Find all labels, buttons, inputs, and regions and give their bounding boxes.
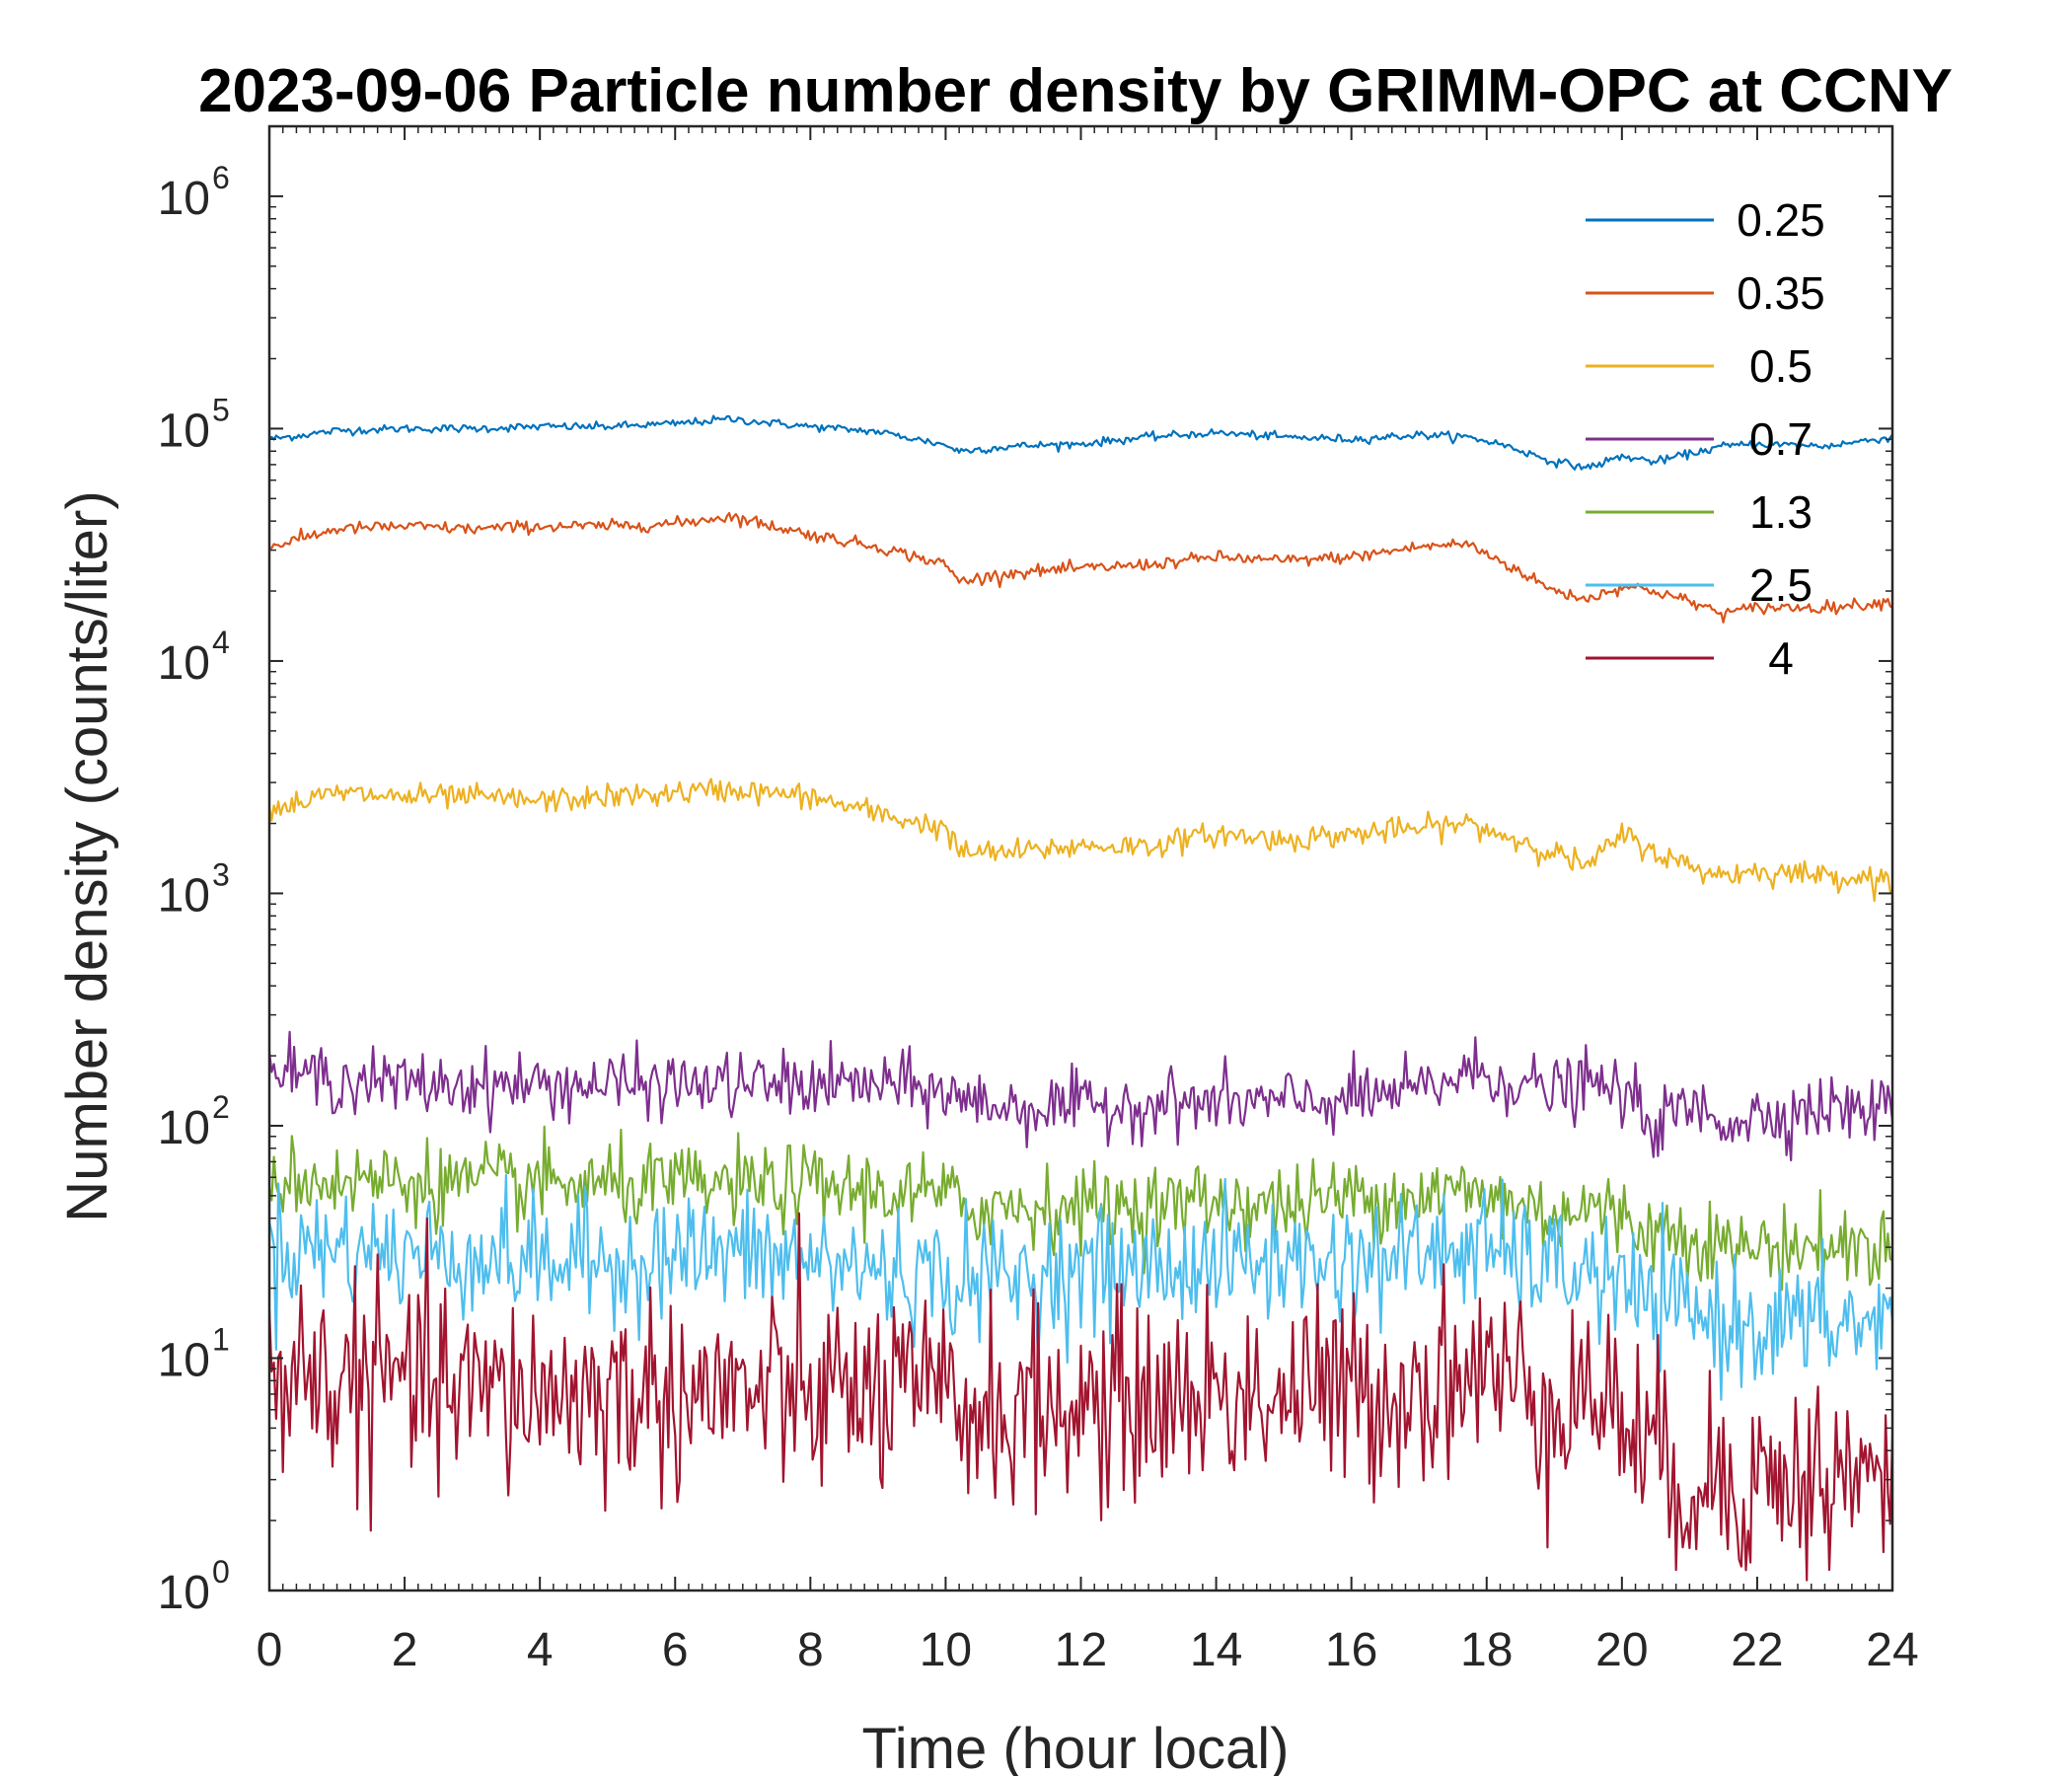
x-tick-label: 12 xyxy=(1055,1624,1107,1676)
legend-item-0.35: 0.35 xyxy=(1586,267,1825,319)
legend-item-4: 4 xyxy=(1586,632,1794,684)
legend-item-1.3: 1.3 xyxy=(1586,486,1813,538)
legend-label: 0.5 xyxy=(1749,340,1813,392)
series-line-1.3 xyxy=(269,1125,1892,1293)
x-tick-label: 16 xyxy=(1325,1624,1377,1676)
y-tick-label: 10 xyxy=(158,1334,210,1386)
legend-item-0.7: 0.7 xyxy=(1586,413,1813,465)
x-tick-label: 0 xyxy=(257,1624,283,1676)
series-line-2.5 xyxy=(269,1173,1892,1401)
x-tick-label: 2 xyxy=(392,1624,418,1676)
legend-label: 0.25 xyxy=(1737,194,1825,246)
series-line-0.35 xyxy=(269,511,1892,624)
legend-item-0.5: 0.5 xyxy=(1586,340,1813,392)
x-axis-label: Time (hour local) xyxy=(862,1717,1290,1776)
y-tick-exponent: 1 xyxy=(212,1321,230,1357)
chart-title: 2023-09-06 Particle number density by GR… xyxy=(198,57,1953,125)
legend-item-2.5: 2.5 xyxy=(1586,559,1813,611)
legend-label: 2.5 xyxy=(1749,559,1813,611)
series-line-0.5 xyxy=(269,777,1892,903)
legend-item-0.25: 0.25 xyxy=(1586,194,1825,246)
y-tick-exponent: 0 xyxy=(212,1554,230,1590)
legend-label: 0.7 xyxy=(1749,413,1813,465)
y-tick-label: 10 xyxy=(158,1567,210,1619)
y-tick-exponent: 2 xyxy=(212,1089,230,1125)
x-tick-label: 10 xyxy=(920,1624,972,1676)
y-tick-label: 10 xyxy=(158,637,210,690)
y-tick-label: 10 xyxy=(158,405,210,457)
y-axis-label: Number density (counts/liter) xyxy=(55,490,119,1221)
series-line-4 xyxy=(269,1212,1892,1582)
series-line-0.25 xyxy=(269,414,1892,471)
legend-label: 4 xyxy=(1768,632,1794,684)
x-tick-label: 6 xyxy=(662,1624,689,1676)
series-line-0.7 xyxy=(269,1030,1892,1162)
x-tick-label: 18 xyxy=(1460,1624,1513,1676)
y-tick-exponent: 4 xyxy=(212,625,230,660)
y-tick-exponent: 6 xyxy=(212,160,230,195)
y-tick-label: 10 xyxy=(158,1102,210,1154)
x-tick-label: 14 xyxy=(1190,1624,1242,1676)
series-layer xyxy=(269,414,1892,1582)
x-tick-label: 22 xyxy=(1731,1624,1783,1676)
x-tick-label: 24 xyxy=(1866,1624,1918,1676)
x-tick-label: 4 xyxy=(527,1624,554,1676)
x-tick-label: 20 xyxy=(1595,1624,1648,1676)
x-tick-label: 8 xyxy=(797,1624,824,1676)
y-tick-label: 10 xyxy=(158,173,210,225)
legend: 0.25 0.35 0.5 0.7 1.3 2.5 4 xyxy=(1586,194,1825,684)
legend-label: 0.35 xyxy=(1737,267,1825,319)
y-tick-exponent: 3 xyxy=(212,856,230,892)
y-tick-exponent: 5 xyxy=(212,392,230,427)
legend-label: 1.3 xyxy=(1749,486,1813,538)
y-tick-label: 10 xyxy=(158,869,210,922)
